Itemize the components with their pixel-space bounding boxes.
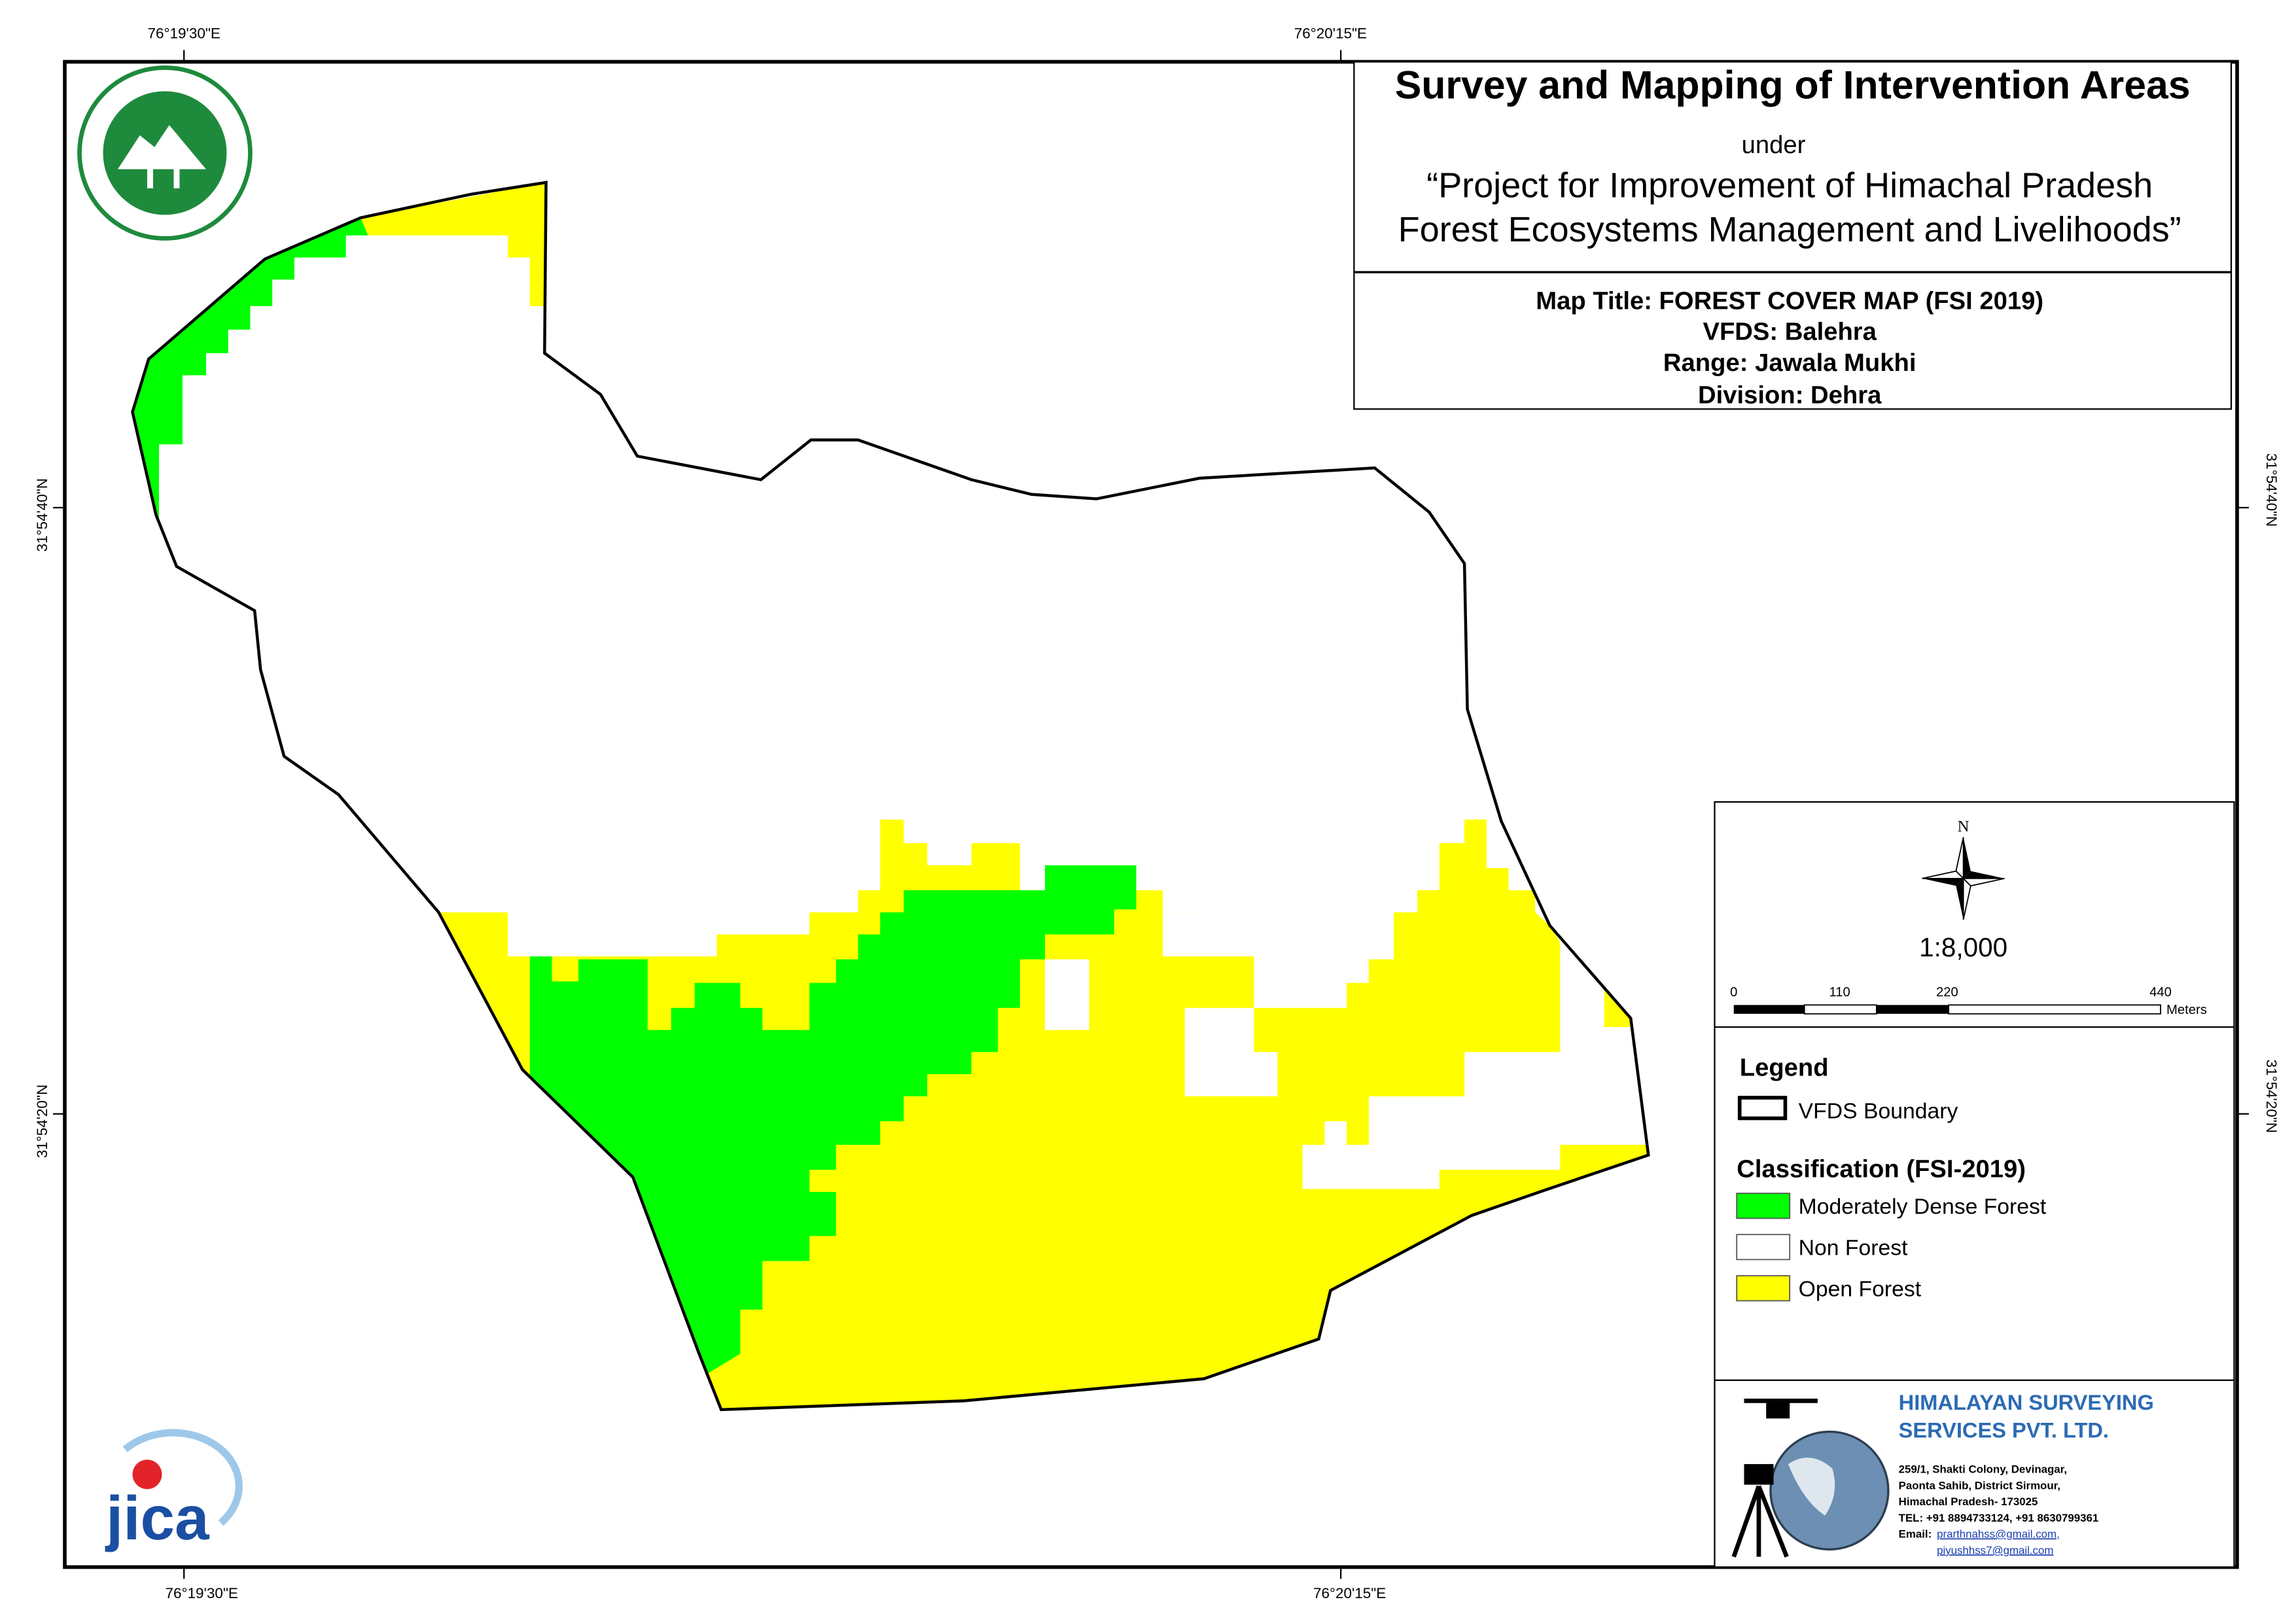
legend-label: VFDS Boundary <box>1799 1098 1958 1123</box>
legend-swatch <box>1736 1193 1791 1219</box>
scale-text: 1:8,000 <box>1919 932 2007 962</box>
scale-bar <box>1733 1004 2161 1015</box>
compass-point <box>1963 871 2005 879</box>
north-arrow <box>1922 837 2005 920</box>
company-name: SERVICES PVT. LTD. <box>1899 1418 2109 1442</box>
legend-label: Open Forest <box>1799 1277 1922 1302</box>
company-name: HIMALAYAN SURVEYING <box>1899 1390 2154 1414</box>
company-email: piyushhss7@gmail.com <box>1937 1544 2053 1556</box>
company-address: Paonta Sahib, District Sirmour, <box>1899 1479 2060 1492</box>
compass-point <box>1963 837 1971 879</box>
legend-subtitle: Classification (FSI-2019) <box>1737 1155 2026 1183</box>
open-forest-area <box>361 182 546 306</box>
map-info: VFDS: Balehra <box>1703 318 1877 346</box>
coord-label: 76°20'15"E <box>1294 25 1367 41</box>
logo-tree <box>173 164 180 188</box>
coord-label: 31°54'20"N <box>34 1085 50 1159</box>
compass-point <box>1922 878 1964 886</box>
scale-segment <box>1876 1005 1949 1014</box>
scale-segment <box>1803 1004 1877 1015</box>
map-info: Division: Dehra <box>1698 381 1882 409</box>
email-label: Email: <box>1899 1528 1932 1541</box>
compass-point <box>1922 870 1965 879</box>
logo-mountain <box>117 125 206 169</box>
company-logo <box>1731 1398 1890 1558</box>
drone-body <box>1766 1401 1790 1419</box>
project-line: “Project for Improvement of Himachal Pra… <box>1426 166 2153 205</box>
coord-label: 31°54'40"N <box>2263 453 2280 527</box>
camera <box>1744 1464 1774 1485</box>
coord-label: 76°19'30"E <box>166 1585 238 1601</box>
legend-swatch <box>1736 1234 1791 1261</box>
project-line: Forest Ecosystems Management and Livelih… <box>1398 210 2181 249</box>
coord-label: 76°19'30"E <box>148 25 221 41</box>
legend-label: Non Forest <box>1799 1236 1908 1261</box>
globe-land <box>1788 1457 1835 1516</box>
scale-unit: Meters <box>2166 1003 2207 1017</box>
legend-label: Moderately Dense Forest <box>1799 1195 2047 1219</box>
company-address: Himachal Pradesh- 173025 <box>1899 1495 2038 1508</box>
north-label: N <box>1958 818 1969 835</box>
company-email: prarthnahss@gmail.com, <box>1937 1528 2060 1541</box>
map-info: Map Title: FOREST COVER MAP (FSI 2019) <box>1536 287 2043 315</box>
jica-logo: jica <box>105 1429 243 1553</box>
vfds-boundary <box>131 181 1650 1412</box>
map-info: Range: Jawala Mukhi <box>1663 349 1916 377</box>
jica-text: jica <box>105 1484 210 1553</box>
forest-dept-logo <box>77 65 253 241</box>
scale-segment <box>1948 1004 2161 1015</box>
title: Survey and Mapping of Intervention Areas <box>1395 63 2191 107</box>
coord-label: 76°20'15"E <box>1313 1585 1386 1601</box>
map-frame <box>63 60 2239 1569</box>
company-address: TEL: +91 8894733124, +91 8630799361 <box>1899 1512 2099 1524</box>
scale-tick-label: 440 <box>2149 985 2172 1000</box>
title-block <box>1353 61 2233 410</box>
coord-label: 31°54'20"N <box>2263 1059 2280 1133</box>
jica-swoosh <box>122 1429 243 1526</box>
boundary-swatch <box>1737 1096 1788 1121</box>
scale-tick-label: 220 <box>1936 985 1958 1000</box>
scale-tick-label: 110 <box>1829 985 1850 1000</box>
jica-dot <box>132 1459 162 1490</box>
legend-classes: Moderately Dense Forest Non Forest Open Fo… <box>1736 1193 2047 1302</box>
legend-swatch <box>1736 1275 1791 1302</box>
compass-point <box>1962 877 2005 887</box>
tripod-leg <box>1731 1485 1761 1558</box>
coord-label: 31°54'40"N <box>34 478 50 552</box>
scale-segment <box>1733 1005 1805 1014</box>
legend-title: Legend <box>1740 1053 1829 1081</box>
scale-tick-label: 0 <box>1730 985 1737 1000</box>
compass-point <box>1956 878 1964 920</box>
under: under <box>1742 131 1806 159</box>
graticule-ticks <box>53 50 2249 1579</box>
company-address: 259/1, Shakti Colony, Devinagar, <box>1899 1463 2067 1476</box>
logo-tree <box>147 164 153 188</box>
open-forest-area <box>1254 819 1561 1145</box>
tripod-leg <box>1756 1485 1789 1558</box>
